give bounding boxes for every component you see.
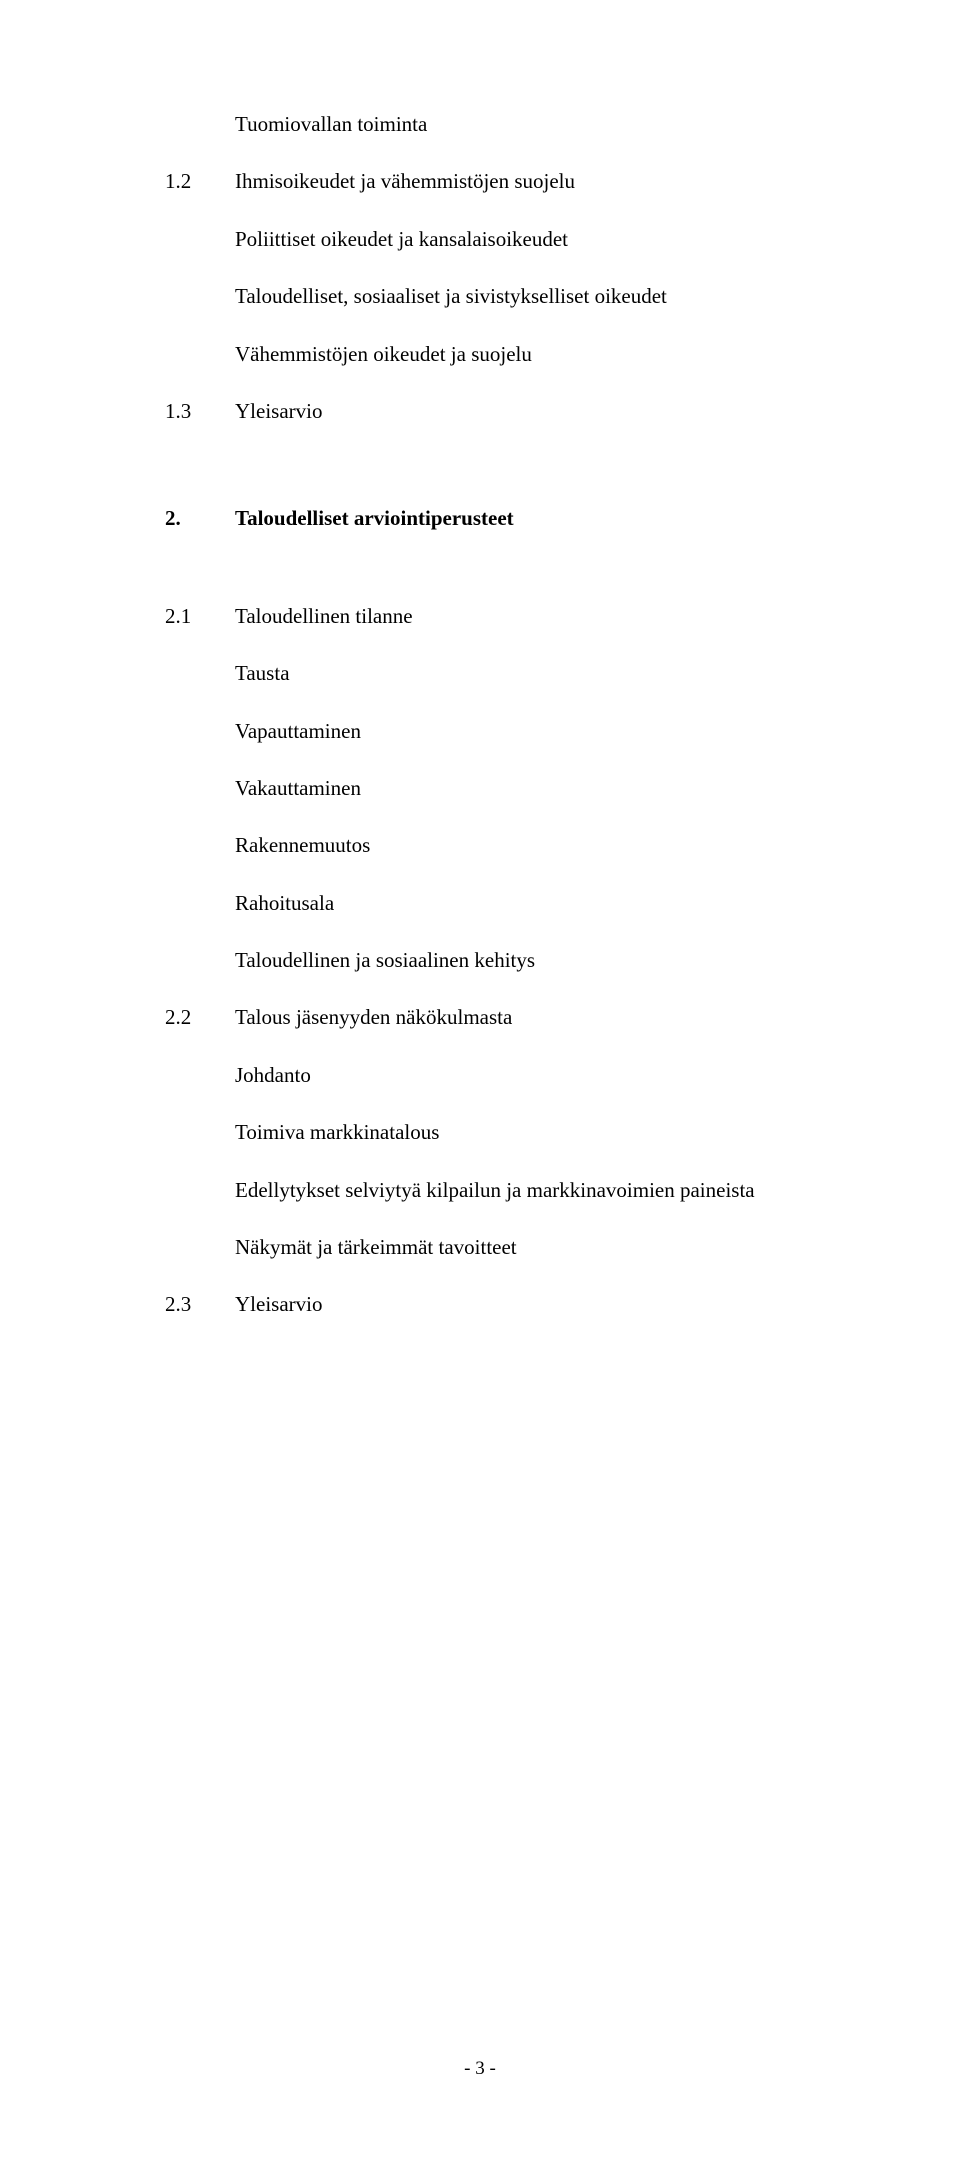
toc-section-2-2: 2.2 Talous jäsenyyden näkökulmasta [165,1003,840,1032]
section-number: 2.1 [165,602,235,631]
toc-item: Johdanto [235,1061,840,1090]
section-title: Taloudelliset arviointiperusteet [235,504,840,533]
toc-item: Rahoitusala [235,889,840,918]
toc-section-1-2: 1.2 Ihmisoikeudet ja vähemmistöjen suoje… [165,167,840,196]
section-title: Yleisarvio [235,397,840,426]
toc-item: Tuomiovallan toiminta [235,110,840,139]
section-title: Yleisarvio [235,1290,840,1319]
page-number: - 3 - [0,2058,960,2080]
section-number: 2.3 [165,1290,235,1319]
section-number: 2. [165,504,235,533]
toc-item: Taloudellinen ja sosiaalinen kehitys [235,946,840,975]
toc-item: Rakennemuutos [235,831,840,860]
toc-item: Taloudelliset, sosiaaliset ja sivistykse… [235,282,840,311]
toc-item: Poliittiset oikeudet ja kansalaisoikeude… [235,225,840,254]
toc-item: Tausta [235,659,840,688]
document-page: Tuomiovallan toiminta 1.2 Ihmisoikeudet … [0,0,960,2170]
toc-item: Edellytykset selviytyä kilpailun ja mark… [235,1176,840,1205]
section-title: Talous jäsenyyden näkökulmasta [235,1003,840,1032]
section-title: Taloudellinen tilanne [235,602,840,631]
toc-section-1-3: 1.3 Yleisarvio [165,397,840,426]
toc-item: Vapauttaminen [235,717,840,746]
toc-section-2: 2. Taloudelliset arviointiperusteet [165,504,840,533]
toc-item: Toimiva markkinatalous [235,1118,840,1147]
toc-item: Näkymät ja tärkeimmät tavoitteet [235,1233,840,1262]
section-number: 1.2 [165,167,235,196]
toc-item: Vakauttaminen [235,774,840,803]
toc-item: Vähemmistöjen oikeudet ja suojelu [235,340,840,369]
toc-section-2-1: 2.1 Taloudellinen tilanne [165,602,840,631]
section-title: Ihmisoikeudet ja vähemmistöjen suojelu [235,167,840,196]
section-number: 2.2 [165,1003,235,1032]
section-number: 1.3 [165,397,235,426]
toc-section-2-3: 2.3 Yleisarvio [165,1290,840,1319]
